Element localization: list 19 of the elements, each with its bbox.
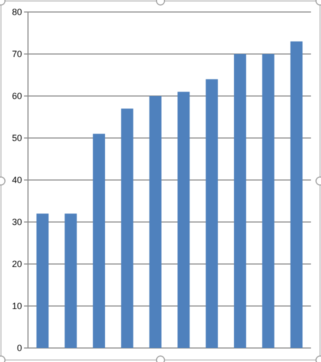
y-tick-label: 80 (12, 7, 22, 18)
y-tick-label: 70 (12, 49, 22, 60)
y-tick-label: 40 (12, 175, 22, 186)
bar (64, 214, 77, 348)
y-tick-label: 20 (12, 259, 22, 270)
bar (121, 108, 134, 348)
y-tick-label: 0 (16, 343, 22, 354)
y-tick-label: 10 (12, 301, 22, 312)
bar (149, 96, 162, 348)
y-tick-label: 50 (12, 133, 22, 144)
bar (178, 92, 190, 348)
bar (36, 214, 49, 348)
bar (206, 79, 218, 348)
bar (234, 54, 246, 348)
bar (92, 134, 106, 348)
y-tick-label: 30 (12, 217, 22, 228)
y-tick-label: 60 (12, 91, 22, 102)
bar (290, 41, 303, 348)
bar (262, 54, 274, 348)
